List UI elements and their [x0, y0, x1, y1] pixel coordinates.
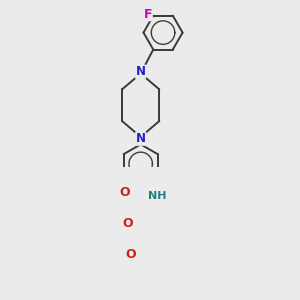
Text: O: O [119, 186, 130, 199]
Text: N: N [136, 65, 146, 78]
Text: O: O [122, 217, 133, 230]
Text: NH: NH [148, 191, 166, 202]
Text: F: F [144, 8, 152, 21]
Text: O: O [125, 248, 136, 261]
Text: N: N [136, 132, 146, 145]
